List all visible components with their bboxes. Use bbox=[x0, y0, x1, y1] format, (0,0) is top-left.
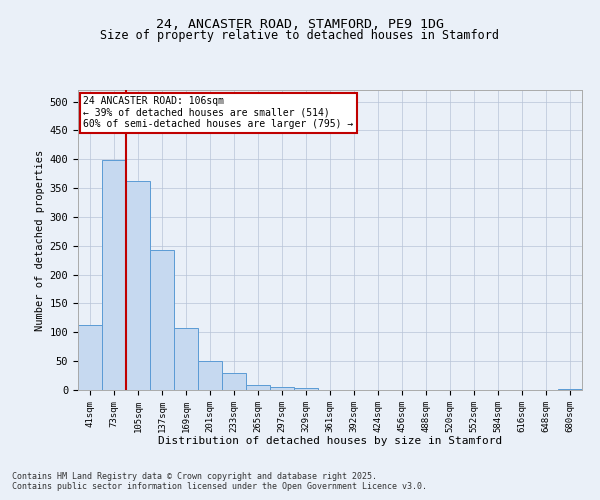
Y-axis label: Number of detached properties: Number of detached properties bbox=[35, 150, 46, 330]
Bar bbox=[102, 160, 126, 390]
Text: Size of property relative to detached houses in Stamford: Size of property relative to detached ho… bbox=[101, 29, 499, 42]
Bar bbox=[198, 361, 222, 390]
Bar bbox=[294, 388, 318, 390]
Text: 24, ANCASTER ROAD, STAMFORD, PE9 1DG: 24, ANCASTER ROAD, STAMFORD, PE9 1DG bbox=[156, 18, 444, 30]
Text: Contains HM Land Registry data © Crown copyright and database right 2025.: Contains HM Land Registry data © Crown c… bbox=[12, 472, 377, 481]
X-axis label: Distribution of detached houses by size in Stamford: Distribution of detached houses by size … bbox=[158, 436, 502, 446]
Text: Contains public sector information licensed under the Open Government Licence v3: Contains public sector information licen… bbox=[12, 482, 427, 491]
Bar bbox=[174, 328, 198, 390]
Bar bbox=[150, 250, 174, 390]
Bar bbox=[270, 386, 294, 390]
Bar bbox=[222, 372, 246, 390]
Text: 24 ANCASTER ROAD: 106sqm
← 39% of detached houses are smaller (514)
60% of semi-: 24 ANCASTER ROAD: 106sqm ← 39% of detach… bbox=[83, 96, 353, 129]
Bar bbox=[246, 386, 270, 390]
Bar bbox=[126, 181, 150, 390]
Bar bbox=[78, 326, 102, 390]
